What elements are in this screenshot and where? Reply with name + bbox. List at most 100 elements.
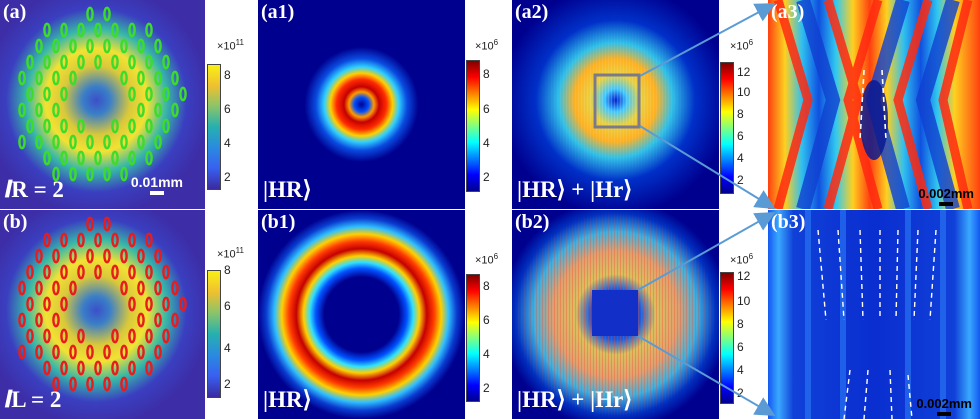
polarization-ellipse-a: [60, 86, 68, 102]
topological-charge-label-a: 𝒍R = 2: [5, 177, 64, 202]
polarization-ellipse-a: [43, 54, 51, 70]
polarization-ellipse-b: [35, 344, 43, 360]
polarization-ellipse-a: [60, 118, 68, 134]
polarization-ellipses-a: [18, 6, 187, 182]
polarization-ellipse-b: [52, 248, 60, 264]
polarization-ellipse-a: [137, 102, 145, 118]
panel-b2: (b2) |HR⟩ + |Hr⟩: [512, 210, 719, 419]
polarization-ellipse-a: [103, 166, 111, 182]
colorbar-b2-exponent: ×106: [730, 252, 754, 267]
polarization-ellipse-a: [94, 54, 102, 70]
panel-b3: (b3) 0.002mm: [768, 210, 980, 419]
polarization-ellipse-a: [77, 54, 85, 70]
polarization-ellipse-a: [69, 70, 77, 86]
polarization-ellipse-b: [128, 232, 136, 248]
polarization-ellipse-b: [111, 264, 119, 280]
colorbar-b1-tick-2: 4: [483, 347, 490, 361]
polarization-ellipse-b: [69, 280, 77, 296]
polarization-ellipse-a: [60, 150, 68, 166]
polarization-ellipse-a: [52, 102, 60, 118]
polarization-ellipse-b: [128, 264, 136, 280]
colorbar-b-tick-3: 2: [224, 377, 231, 391]
polarization-ellipse-b: [94, 360, 102, 376]
panel-label-a: (a): [3, 1, 27, 23]
polarization-ellipse-b: [77, 264, 85, 280]
scale-bar-text-b3: 0.002mm: [916, 396, 972, 411]
polarization-ellipse-a: [94, 150, 102, 166]
polarization-ellipse-a: [86, 166, 94, 182]
polarization-ellipse-a: [86, 134, 94, 150]
polarization-ellipse-a: [128, 118, 136, 134]
polarization-ellipse-b: [120, 376, 128, 392]
polarization-ellipse-a: [137, 70, 145, 86]
polarization-ellipse-a: [69, 166, 77, 182]
polarization-ellipse-b: [111, 360, 119, 376]
colorbar-a2-tick-0: 12: [737, 65, 751, 79]
polarization-ellipse-b: [103, 248, 111, 264]
polarization-ellipse-a: [162, 54, 170, 70]
panel-a2: (a2) |HR⟩ + |Hr⟩: [512, 0, 719, 209]
colorbar-b2-tick-5: 2: [737, 386, 744, 400]
polarization-ellipse-a: [111, 54, 119, 70]
polarization-ellipse-a: [154, 38, 162, 54]
colorbar-a-exponent: ×1011: [217, 38, 244, 53]
polarization-ellipse-a: [77, 22, 85, 38]
polarization-ellipse-a: [35, 38, 43, 54]
polarization-ellipse-a: [26, 118, 34, 134]
colorbar-a1-tick-2: 4: [483, 136, 490, 150]
scale-bar-line-a3: [939, 202, 954, 206]
panel-label-a3: (a3): [771, 1, 805, 23]
colorbar-a2-exponent: ×106: [730, 38, 754, 53]
polarization-ellipse-b: [69, 376, 77, 392]
polarization-ellipse-b: [35, 280, 43, 296]
polarization-ellipse-b: [52, 312, 60, 328]
polarization-ellipse-b: [26, 328, 34, 344]
polarization-ellipse-b: [111, 232, 119, 248]
polarization-ellipse-a: [18, 70, 26, 86]
polarization-ellipse-a: [120, 38, 128, 54]
colorbar-b-gradient: [207, 270, 221, 398]
polarization-ellipse-a: [52, 134, 60, 150]
polarization-ellipse-b: [154, 248, 162, 264]
panel-a3: (a3) 0.002mm: [768, 0, 980, 209]
polarization-ellipse-b: [60, 360, 68, 376]
polarization-ellipse-a: [162, 86, 170, 102]
colorbar-b2-tick-3: 6: [737, 340, 744, 354]
polarization-ellipse-b: [120, 280, 128, 296]
polarization-ellipse-b: [26, 296, 34, 312]
colorbar-a2-tick-3: 6: [737, 129, 744, 143]
colorbar-b1-tick-3: 2: [483, 381, 490, 395]
colorbar-a-tick-0: 8: [224, 68, 231, 82]
polarization-ellipse-b: [145, 264, 153, 280]
polarization-ellipse-b: [18, 280, 26, 296]
polarization-ellipse-a: [94, 22, 102, 38]
colorbar-b1-tick-1: 6: [483, 313, 490, 327]
polarization-ellipse-b: [86, 248, 94, 264]
polarization-ellipse-b: [60, 328, 68, 344]
polarization-ellipse-a: [43, 150, 51, 166]
polarization-ellipse-a: [77, 150, 85, 166]
polarization-ellipse-b: [103, 376, 111, 392]
polarization-ellipse-b: [69, 248, 77, 264]
colorbar-b2-tick-4: 4: [737, 363, 744, 377]
state-label-a2: |HR⟩ + |Hr⟩: [517, 177, 633, 202]
polarization-ellipse-a: [111, 118, 119, 134]
panel-label-b1: (b1): [261, 211, 296, 233]
polarization-ellipse-b: [111, 328, 119, 344]
polarization-ellipse-b: [60, 296, 68, 312]
colorbar-b2-gradient: [720, 272, 734, 404]
scale-bar-line-b3: [937, 412, 952, 416]
polarization-ellipse-a: [145, 86, 153, 102]
polarization-ellipse-a: [154, 70, 162, 86]
colorbar-a-tick-3: 2: [224, 170, 231, 184]
polarization-ellipse-a: [60, 54, 68, 70]
polarization-ellipse-a: [43, 86, 51, 102]
polarization-ellipse-a: [86, 38, 94, 54]
panel-b1-intensity-map: [258, 210, 465, 419]
polarization-ellipse-b: [18, 344, 26, 360]
polarization-ellipse-b: [137, 312, 145, 328]
polarization-ellipse-a: [120, 166, 128, 182]
polarization-ellipse-a: [145, 118, 153, 134]
polarization-ellipse-a: [154, 134, 162, 150]
colorbar-b1-exponent: ×106: [475, 252, 499, 267]
